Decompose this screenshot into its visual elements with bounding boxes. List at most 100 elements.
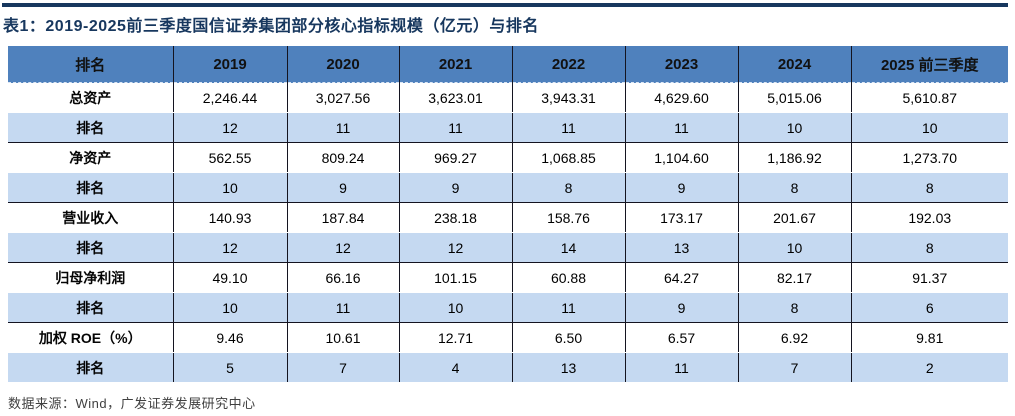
value-cell: 12.71 xyxy=(399,322,513,353)
rank-cell: 11 xyxy=(287,112,400,143)
rank-cell: 5 xyxy=(173,352,288,382)
row-label: 总资产 xyxy=(8,82,174,113)
rank-cell: 10 xyxy=(851,112,1008,143)
rank-cell: 11 xyxy=(399,112,513,143)
value-cell: 3,027.56 xyxy=(287,82,400,113)
table-header: 排名 2019 2020 2021 2022 2023 2024 2025 前三季度 xyxy=(8,46,1008,83)
row-label: 加权 ROE（%） xyxy=(8,322,174,353)
row-label: 排名 xyxy=(8,112,174,143)
value-cell: 6.92 xyxy=(738,322,852,353)
value-cell: 173.17 xyxy=(625,202,739,233)
metric-value-row: 加权 ROE（%） 9.46 10.61 12.71 6.50 6.57 6.92 9.81 xyxy=(8,322,1008,353)
value-cell: 9.81 xyxy=(851,322,1008,353)
rank-cell: 11 xyxy=(287,292,400,323)
rank-cell: 8 xyxy=(738,292,852,323)
row-label: 排名 xyxy=(8,172,174,203)
value-cell: 5,610.87 xyxy=(851,82,1008,113)
rank-cell: 10 xyxy=(738,112,852,143)
rank-row: 排名 10 11 10 11 9 8 6 xyxy=(8,292,1008,323)
row-label: 排名 xyxy=(8,352,174,382)
value-cell: 187.84 xyxy=(287,202,400,233)
rank-cell: 13 xyxy=(512,352,626,382)
row-label: 营业收入 xyxy=(8,202,174,233)
rank-cell: 10 xyxy=(738,232,852,263)
rank-cell: 6 xyxy=(851,292,1008,323)
rank-cell: 8 xyxy=(512,172,626,203)
row-label: 净资产 xyxy=(8,142,174,173)
value-cell: 238.18 xyxy=(399,202,513,233)
value-cell: 60.88 xyxy=(512,262,626,293)
row-label: 归母净利润 xyxy=(8,262,174,293)
row-label: 排名 xyxy=(8,232,174,263)
rank-row: 排名 5 7 4 13 11 7 2 xyxy=(8,352,1008,382)
value-cell: 91.37 xyxy=(851,262,1008,293)
rank-row: 排名 12 12 12 14 13 10 8 xyxy=(8,232,1008,263)
header-cell-period: 2021 xyxy=(399,46,513,83)
rank-cell: 11 xyxy=(625,352,739,382)
value-cell: 3,623.01 xyxy=(399,82,513,113)
rank-cell: 2 xyxy=(851,352,1008,382)
value-cell: 101.15 xyxy=(399,262,513,293)
rank-cell: 12 xyxy=(173,232,288,263)
rank-row: 排名 10 9 9 8 9 8 8 xyxy=(8,172,1008,203)
header-cell-period: 2023 xyxy=(625,46,739,83)
value-cell: 140.93 xyxy=(173,202,288,233)
metric-value-row: 归母净利润 49.10 66.16 101.15 60.88 64.27 82.17 91.3… xyxy=(8,262,1008,293)
table-title: 表1：2019-2025前三季度国信证券集团部分核心指标规模（亿元）与排名 xyxy=(3,18,539,35)
header-cell-period: 2022 xyxy=(512,46,626,83)
title-top-rule xyxy=(2,3,1008,7)
value-cell: 3,943.31 xyxy=(512,82,626,113)
rank-cell: 9 xyxy=(287,172,400,203)
value-cell: 6.50 xyxy=(512,322,626,353)
value-cell: 64.27 xyxy=(625,262,739,293)
data-source-note: 数据来源：Wind，广发证券发展研究中心 xyxy=(8,396,256,411)
metric-value-row: 总资产 2,246.44 3,027.56 3,623.01 3,943.31 4,629… xyxy=(8,82,1008,113)
rank-cell: 7 xyxy=(287,352,400,382)
rank-cell: 8 xyxy=(851,232,1008,263)
header-cell-period: 2024 xyxy=(738,46,852,83)
rank-cell: 10 xyxy=(399,292,513,323)
value-cell: 5,015.06 xyxy=(738,82,852,113)
value-cell: 1,104.60 xyxy=(625,142,739,173)
value-cell: 2,246.44 xyxy=(173,82,288,113)
rank-cell: 11 xyxy=(512,292,626,323)
rank-cell: 12 xyxy=(287,232,400,263)
header-cell-rank-label: 排名 xyxy=(8,46,174,83)
metric-value-row: 营业收入 140.93 187.84 238.18 158.76 173.17 201.67… xyxy=(8,202,1008,233)
rank-cell: 13 xyxy=(625,232,739,263)
rank-cell: 11 xyxy=(512,112,626,143)
value-cell: 4,629.60 xyxy=(625,82,739,113)
rank-cell: 7 xyxy=(738,352,852,382)
table-body: 总资产 2,246.44 3,027.56 3,623.01 3,943.31 4,629… xyxy=(8,82,1008,382)
value-cell: 1,068.85 xyxy=(512,142,626,173)
rank-cell: 12 xyxy=(173,112,288,143)
header-row: 排名 2019 2020 2021 2022 2023 2024 2025 前三季度 xyxy=(8,46,1008,83)
rank-cell: 11 xyxy=(625,112,739,143)
value-cell: 1,186.92 xyxy=(738,142,852,173)
rank-cell: 10 xyxy=(173,172,288,203)
header-cell-period: 2019 xyxy=(173,46,288,83)
header-cell-period: 2020 xyxy=(287,46,400,83)
value-cell: 82.17 xyxy=(738,262,852,293)
rank-cell: 8 xyxy=(851,172,1008,203)
header-cell-period: 2025 前三季度 xyxy=(851,46,1008,83)
value-cell: 6.57 xyxy=(625,322,739,353)
value-cell: 66.16 xyxy=(287,262,400,293)
metric-value-row: 净资产 562.55 809.24 969.27 1,068.85 1,104.60 1,1… xyxy=(8,142,1008,173)
value-cell: 9.46 xyxy=(173,322,288,353)
value-cell: 1,273.70 xyxy=(851,142,1008,173)
value-cell: 192.03 xyxy=(851,202,1008,233)
value-cell: 201.67 xyxy=(738,202,852,233)
value-cell: 10.61 xyxy=(287,322,400,353)
rank-cell: 9 xyxy=(399,172,513,203)
rank-cell: 8 xyxy=(738,172,852,203)
rank-cell: 14 xyxy=(512,232,626,263)
metrics-table: 排名 2019 2020 2021 2022 2023 2024 2025 前三季度 总资产 2… xyxy=(8,46,1008,382)
rank-cell: 9 xyxy=(625,292,739,323)
rank-cell: 10 xyxy=(173,292,288,323)
row-label: 排名 xyxy=(8,292,174,323)
rank-cell: 9 xyxy=(625,172,739,203)
value-cell: 809.24 xyxy=(287,142,400,173)
value-cell: 158.76 xyxy=(512,202,626,233)
